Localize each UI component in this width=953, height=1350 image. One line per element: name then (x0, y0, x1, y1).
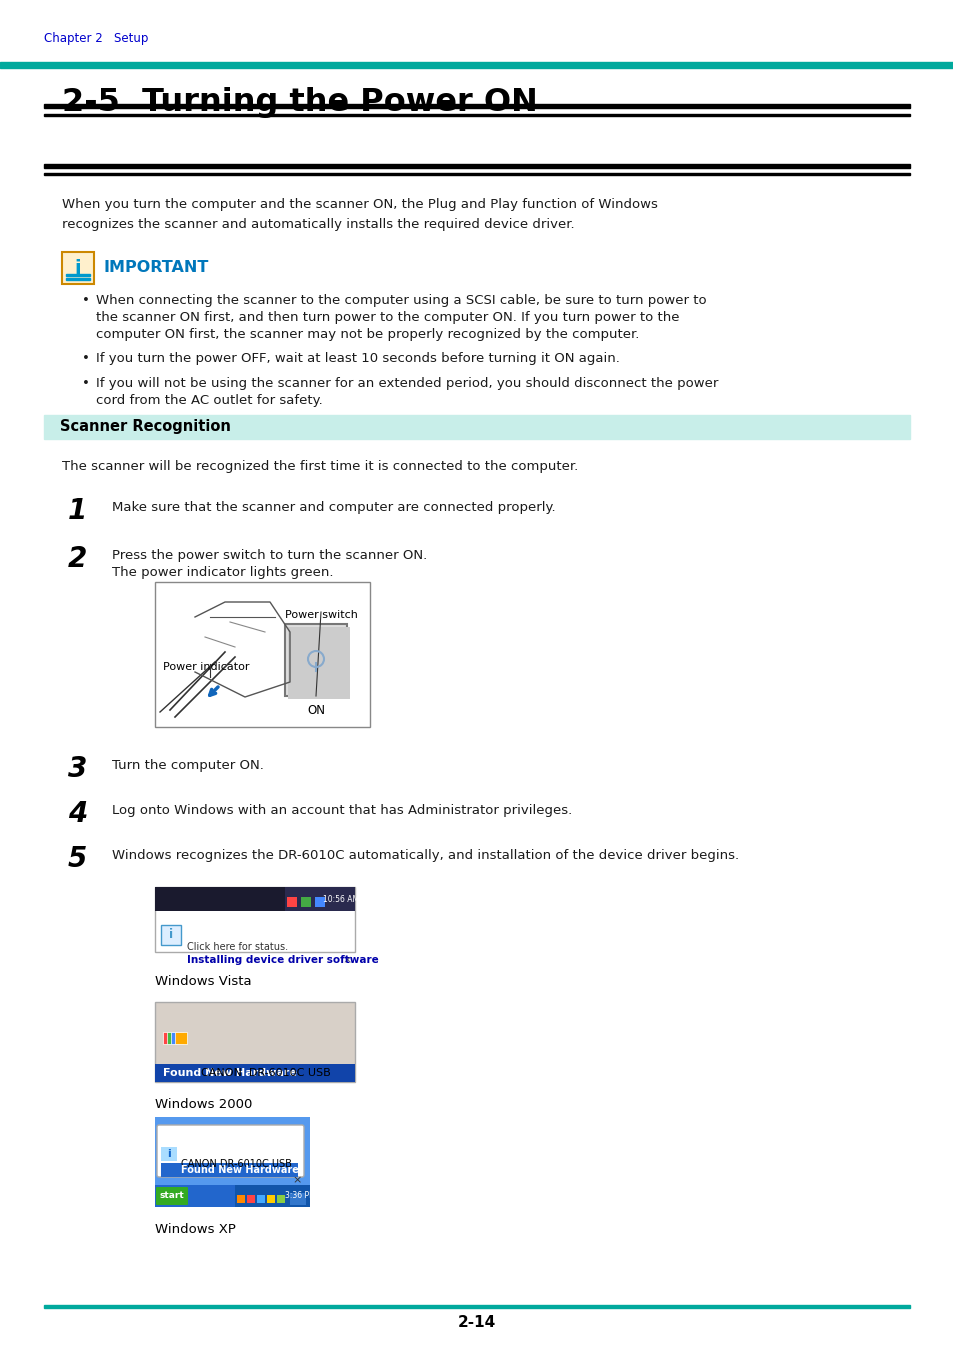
Bar (290, 1193, 306, 1206)
Text: 1: 1 (68, 497, 87, 525)
Text: Scanner Recognition: Scanner Recognition (60, 420, 231, 435)
Text: Press the power switch to turn the scanner ON.: Press the power switch to turn the scann… (112, 549, 427, 562)
Bar (161, 1148, 177, 1161)
Text: cord from the AC outlet for safety.: cord from the AC outlet for safety. (96, 394, 322, 406)
Bar (267, 1195, 274, 1203)
Text: 2-14: 2-14 (457, 1315, 496, 1330)
Bar (154, 1116, 310, 1185)
Text: i: i (74, 258, 81, 278)
Text: Windows Vista: Windows Vista (154, 975, 252, 988)
Text: Installing device driver software: Installing device driver software (187, 954, 378, 965)
Bar (276, 1195, 285, 1203)
Bar (44, 113, 909, 116)
Text: CANON DR-6010C USB: CANON DR-6010C USB (181, 1160, 292, 1169)
Bar (167, 1031, 179, 1044)
Text: Chapter 2   Setup: Chapter 2 Setup (44, 32, 149, 45)
Bar (314, 896, 325, 907)
Text: Windows XP: Windows XP (154, 1223, 235, 1237)
Text: If you turn the power OFF, wait at least 10 seconds before turning it ON again.: If you turn the power OFF, wait at least… (96, 352, 619, 365)
Bar (66, 278, 90, 279)
Text: Found New Hardware: Found New Hardware (181, 1165, 298, 1174)
Text: ×: × (292, 1174, 301, 1185)
Bar (66, 274, 90, 275)
Bar (0, 62, 953, 68)
Text: i: i (167, 1149, 171, 1160)
Bar (287, 896, 296, 907)
Text: 5: 5 (68, 845, 87, 873)
Bar (44, 1305, 909, 1308)
FancyBboxPatch shape (157, 1125, 304, 1177)
Text: 10:56 AM: 10:56 AM (323, 895, 358, 903)
Text: computer ON first, the scanner may not be properly recognized by the computer.: computer ON first, the scanner may not b… (96, 328, 639, 342)
Bar (288, 626, 350, 699)
Text: •: • (82, 352, 90, 365)
Text: ×: × (342, 954, 352, 965)
Text: The scanner will be recognized the first time it is connected to the computer.: The scanner will be recognized the first… (62, 460, 578, 472)
Bar (154, 887, 355, 952)
Text: Found New Hardware: Found New Hardware (163, 1068, 296, 1079)
Bar (154, 582, 370, 728)
Text: IMPORTANT: IMPORTANT (104, 261, 209, 275)
Bar (171, 1031, 183, 1044)
Text: 3:36 PM: 3:36 PM (285, 1191, 315, 1200)
Text: Turn the computer ON.: Turn the computer ON. (112, 759, 264, 772)
Bar (44, 163, 909, 167)
Text: start: start (159, 1192, 184, 1200)
Bar (256, 1195, 265, 1203)
Text: 2-5  Turning the Power ON: 2-5 Turning the Power ON (62, 86, 537, 117)
Bar (44, 414, 909, 439)
Bar (163, 1031, 174, 1044)
Text: recognizes the scanner and automatically installs the required device driver.: recognizes the scanner and automatically… (62, 217, 574, 231)
Text: Log onto Windows with an account that has Administrator privileges.: Log onto Windows with an account that ha… (112, 805, 572, 817)
Bar (44, 104, 909, 108)
Text: If you will not be using the scanner for an extended period, you should disconne: If you will not be using the scanner for… (96, 377, 718, 390)
Text: i: i (169, 929, 172, 941)
FancyBboxPatch shape (156, 1187, 188, 1206)
Text: the scanner ON first, and then turn power to the computer ON. If you turn power : the scanner ON first, and then turn powe… (96, 310, 679, 324)
Bar (236, 1195, 245, 1203)
Bar (234, 1185, 310, 1207)
Text: •: • (82, 377, 90, 390)
Bar (301, 896, 311, 907)
Text: 3: 3 (68, 755, 87, 783)
Bar (285, 887, 355, 911)
Bar (154, 1002, 355, 1081)
Text: Click here for status.: Click here for status. (187, 942, 288, 952)
Text: Power switch: Power switch (284, 610, 357, 620)
Text: The power indicator lights green.: The power indicator lights green. (112, 566, 334, 579)
Text: 2: 2 (68, 545, 87, 572)
Text: CANON  DR-6010C USB: CANON DR-6010C USB (201, 1068, 331, 1079)
Bar (161, 1027, 193, 1060)
Text: Windows recognizes the DR-6010C automatically, and installation of the device dr: Windows recognizes the DR-6010C automati… (112, 849, 739, 863)
Bar (294, 643, 336, 676)
Bar (285, 624, 347, 697)
Bar (62, 252, 94, 284)
Bar (44, 173, 909, 176)
Bar (154, 1185, 310, 1207)
Polygon shape (325, 892, 345, 907)
Text: ON: ON (307, 703, 325, 717)
Text: Power indicator: Power indicator (163, 662, 250, 672)
Text: 4: 4 (68, 801, 87, 828)
Bar (154, 1064, 355, 1081)
Bar (174, 1031, 187, 1044)
Text: Windows 2000: Windows 2000 (154, 1098, 253, 1111)
Bar (247, 1195, 254, 1203)
Text: •: • (82, 294, 90, 306)
Text: When connecting the scanner to the computer using a SCSI cable, be sure to turn : When connecting the scanner to the compu… (96, 294, 706, 306)
Text: When you turn the computer and the scanner ON, the Plug and Play function of Win: When you turn the computer and the scann… (62, 198, 658, 211)
Text: Make sure that the scanner and computer are connected properly.: Make sure that the scanner and computer … (112, 501, 555, 514)
Bar (161, 1162, 297, 1177)
Bar (161, 925, 181, 945)
Bar (154, 887, 355, 911)
